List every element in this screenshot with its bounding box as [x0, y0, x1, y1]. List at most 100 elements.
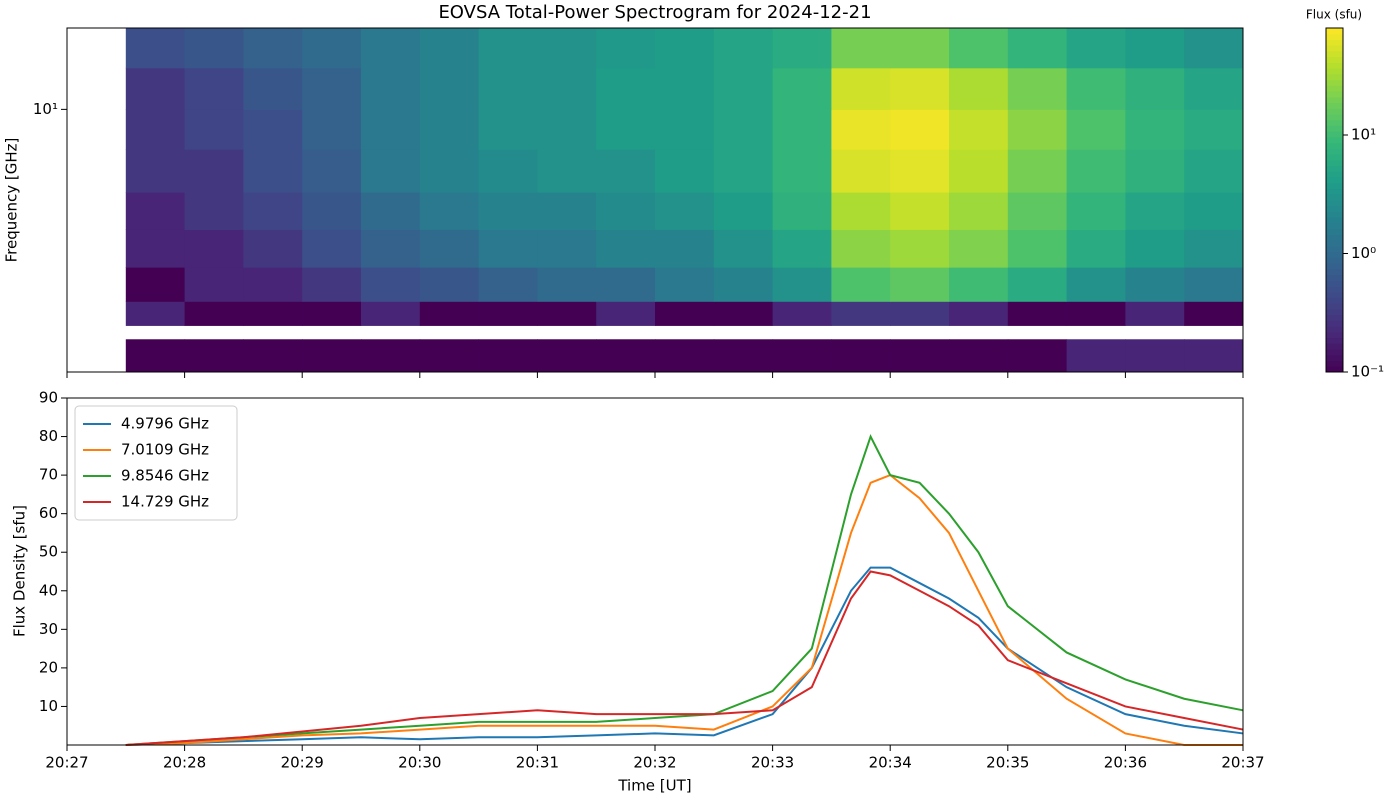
heatmap-cell [772, 67, 832, 110]
colorbar-segment [1326, 280, 1343, 287]
heatmap-cell [478, 67, 538, 110]
heatmap-cell [184, 267, 244, 302]
legend-label: 7.0109 GHz [121, 441, 209, 459]
heatmap-cell [1066, 229, 1126, 268]
colorbar-segment [1326, 222, 1343, 230]
heatmap-cell [361, 67, 421, 110]
colorbar-tick-label: 10¹ [1351, 126, 1376, 144]
colorbar-segment [1326, 257, 1343, 264]
heatmap-cell [361, 149, 421, 193]
colorbar-segment [1326, 177, 1343, 184]
heatmap-cell [125, 149, 186, 193]
y-tick-label: 80 [39, 427, 58, 445]
heatmap-cell [1007, 192, 1068, 230]
y-tick-label: 10 [39, 697, 58, 715]
heatmap-cell [478, 267, 538, 302]
heatmap-cell [949, 192, 1009, 230]
colorbar-segment [1326, 205, 1343, 212]
heatmap-cell [713, 28, 774, 69]
colorbar-segment [1326, 68, 1343, 75]
y-tick-label: 50 [39, 543, 58, 561]
heatmap-cell [361, 109, 421, 150]
heatmap-cell [361, 192, 421, 230]
heatmap-cell [949, 109, 1009, 150]
colorbar-tick-label: 10⁰ [1351, 244, 1376, 262]
heatmap-cell [772, 339, 832, 373]
colorbar-segment [1326, 119, 1343, 126]
heatmap-cell [537, 301, 597, 326]
colorbar-segment [1326, 73, 1343, 81]
heatmap-cell [537, 67, 597, 110]
x-tick-label: 20:30 [398, 754, 441, 772]
heatmap-cell [772, 28, 832, 69]
heatmap-cell [772, 229, 832, 268]
heatmap-cell [1007, 229, 1068, 268]
heatmap-cell [655, 149, 715, 193]
heatmap-cell [890, 109, 950, 150]
colorbar-segment [1326, 251, 1343, 258]
heatmap-cell [419, 192, 480, 230]
heatmap-cell [1007, 109, 1068, 150]
heatmap-cell [890, 229, 950, 268]
colorbar-segment [1326, 286, 1343, 293]
colorbar-segment [1326, 102, 1343, 109]
colorbar-segment [1326, 326, 1343, 333]
colorbar-segment [1326, 39, 1343, 46]
colorbar-segment [1326, 228, 1343, 235]
heatmap-cell [478, 149, 538, 193]
heatmap-cell [831, 339, 891, 373]
heatmap-cell [243, 339, 303, 373]
heatmap-cell [1066, 67, 1126, 110]
colorbar-segment [1326, 56, 1343, 63]
heatmap-cell [596, 339, 656, 373]
heatmap-cell [949, 28, 1009, 69]
data-line [125, 566, 1244, 746]
heatmap-cell [713, 67, 774, 110]
heatmap-cell [361, 28, 421, 69]
data-line [125, 433, 1244, 746]
heatmap-cell [537, 229, 597, 268]
colorbar-segment [1326, 108, 1343, 115]
heatmap-cell [1125, 28, 1185, 69]
heatmap-cell [419, 67, 480, 110]
y-tick-label: 20 [39, 658, 58, 676]
chart-title: EOVSA Total-Power Spectrogram for 2024-1… [438, 2, 871, 23]
x-tick-label: 20:37 [1221, 754, 1264, 772]
plot-frame [66, 397, 1244, 746]
heatmap-cell [890, 267, 950, 302]
heatmap-cell [302, 339, 362, 373]
heatmap-cell [655, 267, 715, 302]
heatmap-cell [478, 28, 538, 69]
heatmap-cell [655, 192, 715, 230]
heatmap-cell [655, 229, 715, 268]
heatmap-cell [890, 149, 950, 193]
heatmap-cell [949, 301, 1009, 326]
heatmap-cell [949, 67, 1009, 110]
heatmap-cell [1066, 28, 1126, 69]
heatmap-cell [1066, 109, 1126, 150]
heatmap-cell [1125, 109, 1185, 150]
heatmap-cell [831, 301, 891, 326]
x-tick-label: 20:28 [163, 754, 206, 772]
heatmap-cell [655, 67, 715, 110]
heatmap-cell [1184, 192, 1244, 230]
colorbar-segment [1326, 96, 1343, 104]
heatmap-cell [478, 192, 538, 230]
heatmap-cell [243, 229, 303, 268]
heatmap-cell [302, 229, 362, 268]
heatmap-cell [831, 67, 891, 110]
heatmap-cell [302, 109, 362, 150]
colorbar-segment [1326, 171, 1343, 178]
heatmap-cell [1125, 339, 1185, 373]
heatmap-cell [1184, 28, 1244, 69]
heatmap-cell [537, 28, 597, 69]
heatmap-cell [596, 28, 656, 69]
heatmap-cell [1125, 301, 1185, 326]
colorbar-segment [1326, 182, 1343, 190]
colorbar-segment [1326, 114, 1343, 121]
heatmap-cell [713, 301, 774, 326]
colorbar-segment [1326, 366, 1343, 373]
x-tick-label: 20:33 [751, 754, 794, 772]
colorbar-segment [1326, 274, 1343, 281]
heatmap-cell [419, 109, 480, 150]
